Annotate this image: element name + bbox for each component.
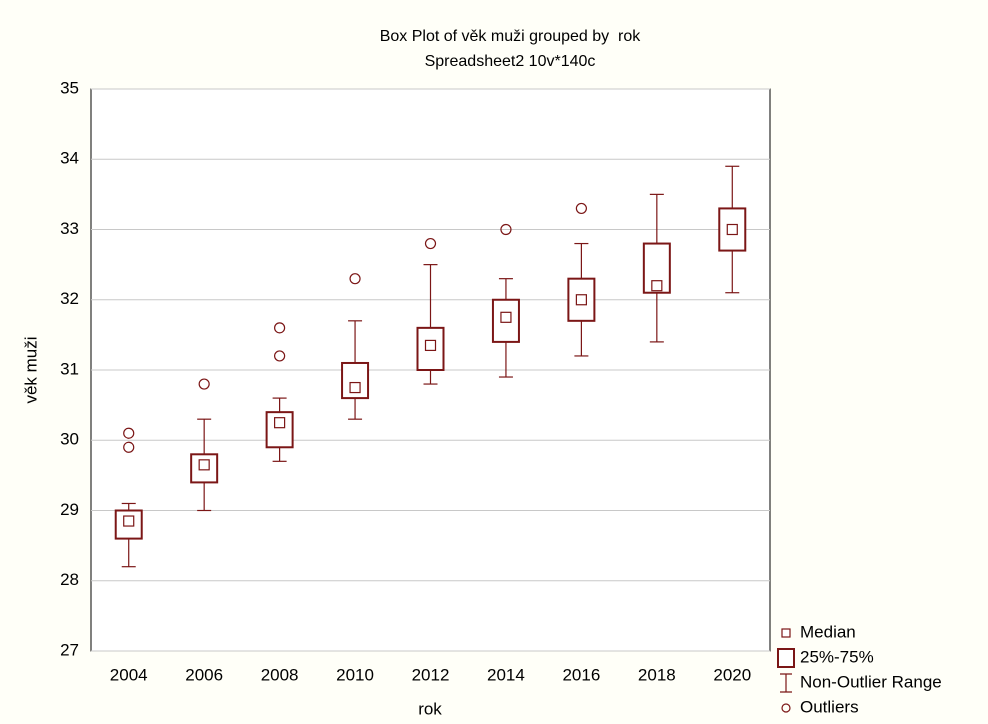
chart-subtitle: Spreadsheet2 10v*140c — [425, 53, 596, 70]
outlier — [198, 378, 210, 390]
outlier — [274, 322, 286, 334]
outlier — [123, 441, 135, 453]
outlier — [500, 223, 512, 236]
median — [500, 311, 512, 323]
legend-median-icon — [781, 628, 791, 638]
legend-label: Outliers — [800, 697, 859, 716]
legend-label: Non-Outlier Range — [800, 672, 942, 691]
legend-label: 25%-75% — [800, 647, 874, 666]
outlier — [349, 273, 361, 285]
y-axis-label: věk muži — [21, 336, 40, 403]
median — [575, 294, 587, 306]
y-tick-label: 27 — [60, 640, 79, 659]
x-tick-label: 2004 — [110, 665, 148, 684]
y-tick-label: 28 — [60, 570, 79, 589]
outlier — [424, 237, 437, 250]
x-tick-label: 2018 — [638, 665, 676, 684]
x-tick-label: 2012 — [412, 665, 450, 684]
x-tick-label: 2008 — [261, 665, 299, 684]
median — [726, 223, 738, 236]
y-tick-label: 30 — [60, 430, 79, 449]
y-tick-label: 35 — [60, 78, 79, 97]
chart-title: Box Plot of věk muži grouped by rok — [380, 28, 642, 45]
median — [198, 459, 210, 471]
legend-label: Median — [800, 622, 856, 641]
x-tick-label: 2010 — [336, 665, 374, 684]
y-tick-label: 33 — [60, 219, 79, 238]
outlier — [575, 202, 587, 215]
outlier — [274, 350, 286, 362]
y-tick-label: 29 — [60, 500, 79, 519]
y-tick-label: 32 — [60, 289, 79, 308]
outlier — [123, 427, 135, 439]
median — [123, 515, 135, 527]
y-tick-label: 31 — [60, 359, 79, 378]
median — [274, 417, 286, 429]
x-tick-label: 2014 — [487, 665, 525, 684]
x-axis-label: rok — [418, 699, 442, 718]
x-tick-label: 2020 — [713, 665, 751, 684]
legend-outlier-icon — [781, 703, 791, 713]
median — [651, 280, 663, 292]
x-tick-label: 2006 — [185, 665, 223, 684]
y-tick-label: 34 — [60, 149, 79, 168]
legend-box-icon — [777, 648, 795, 668]
legend-range-icon — [780, 673, 792, 693]
x-tick-label: 2016 — [562, 665, 600, 684]
median — [349, 381, 361, 394]
median — [424, 339, 437, 352]
